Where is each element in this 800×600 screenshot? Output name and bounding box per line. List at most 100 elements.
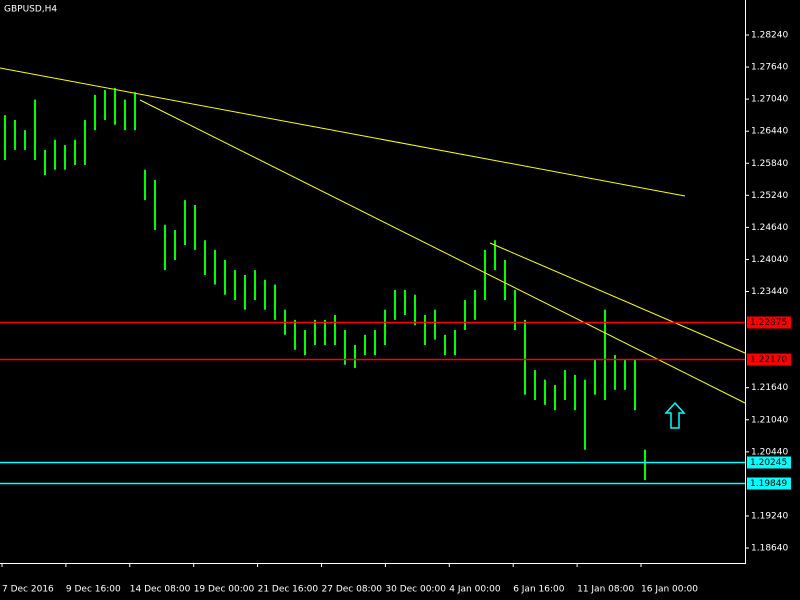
x-tick-label: 14 Dec 08:00 <box>130 585 191 595</box>
price-bar <box>614 355 616 390</box>
price-bar <box>154 179 156 231</box>
level-tag <box>747 456 791 469</box>
x-tick-label: 16 Jan 00:00 <box>641 585 698 595</box>
price-bar <box>524 319 526 395</box>
price-bar <box>334 315 336 345</box>
price-bar <box>224 259 226 295</box>
plot <box>4 87 646 481</box>
price-bar <box>634 359 636 411</box>
price-bar <box>14 119 16 150</box>
y-tick-label: 1.25240 <box>751 191 788 201</box>
x-tick-label: 27 Dec 08:00 <box>322 585 383 595</box>
price-bar <box>164 224 166 271</box>
x-tick-label: 4 Jan 00:00 <box>449 585 501 595</box>
price-bar <box>374 329 376 356</box>
y-tick-label: 1.27040 <box>751 95 788 105</box>
price-bar <box>84 119 86 165</box>
price-bar <box>74 139 76 165</box>
y-tick-label: 1.21040 <box>751 415 788 425</box>
y-tick-label: 1.19240 <box>751 511 788 521</box>
x-tick-label: 9 Dec 16:00 <box>66 585 121 595</box>
level-tag <box>747 316 791 329</box>
level-label: 1.20245 <box>750 458 787 468</box>
buy-arrow <box>664 401 686 429</box>
price-bar <box>594 359 596 395</box>
price-bar <box>314 319 316 345</box>
y-tick-label: 1.26440 <box>751 127 788 137</box>
price-bar <box>474 289 476 320</box>
level-tag <box>747 477 791 490</box>
y-tick-label: 1.20440 <box>751 447 788 457</box>
level-tag <box>747 353 791 366</box>
trend-line <box>489 242 746 354</box>
x-tick-label: 7 Dec 2016 <box>2 585 54 595</box>
y-tick-label: 1.27640 <box>751 63 788 73</box>
price-bar <box>564 370 566 401</box>
trend-line <box>139 99 746 404</box>
x-tick-label: 30 Dec 00:00 <box>385 585 446 595</box>
price-bar <box>624 359 626 390</box>
price-bar <box>354 344 356 368</box>
price-bar <box>484 249 486 301</box>
price-bar <box>104 90 106 120</box>
x-tick-label: 11 Jan 08:00 <box>577 585 634 595</box>
x-tick-label: 19 Dec 00:00 <box>194 585 255 595</box>
price-bar <box>534 370 536 401</box>
level-label: 1.22170 <box>750 355 787 365</box>
price-bar <box>324 319 326 345</box>
price-bar <box>234 270 236 301</box>
price-bar <box>214 249 216 285</box>
price-bar <box>194 204 196 250</box>
price-bar <box>264 279 266 310</box>
price-bar <box>184 200 186 246</box>
price-bar <box>404 289 406 316</box>
price-bar <box>124 99 126 131</box>
price-bar <box>254 270 256 301</box>
price-bar <box>584 379 586 450</box>
price-bar <box>174 230 176 260</box>
price-bar <box>274 284 276 320</box>
y-tick-label: 1.28240 <box>751 31 788 41</box>
chart-title: GBPUSD,H4 <box>4 5 57 15</box>
x-tick-label: 21 Dec 16:00 <box>258 585 319 595</box>
price-bar <box>644 449 646 481</box>
price-bar <box>54 139 56 170</box>
price-bar <box>344 329 346 365</box>
price-bar <box>444 334 446 356</box>
price-bar <box>204 240 206 275</box>
level-label: 1.22875 <box>750 318 787 328</box>
price-bar <box>514 289 516 330</box>
price-bar <box>294 319 296 350</box>
price-bar <box>134 92 136 131</box>
price-bar <box>464 300 466 330</box>
price-bar <box>244 274 246 310</box>
price-bar <box>414 294 416 326</box>
y-tick-label: 1.21640 <box>751 383 788 393</box>
price-bar <box>4 115 6 161</box>
price-bar <box>454 329 456 356</box>
y-tick-label: 1.24040 <box>751 255 788 265</box>
price-bar <box>304 329 306 356</box>
price-bar <box>544 379 546 405</box>
price-bar <box>604 309 606 401</box>
y-tick-label: 1.18640 <box>751 544 788 554</box>
price-bar <box>114 87 116 125</box>
price-bar <box>494 240 496 271</box>
price-bar <box>44 149 46 176</box>
price-bar <box>554 385 556 411</box>
price-bar <box>364 334 366 356</box>
price-bar <box>64 145 66 170</box>
price-bar <box>394 289 396 320</box>
price-bar <box>424 315 426 345</box>
y-tick-label: 1.24640 <box>751 223 788 233</box>
trend-line <box>0 67 686 197</box>
price-bar <box>504 259 506 301</box>
price-bar <box>574 374 576 411</box>
price-bar <box>94 94 96 131</box>
x-tick-label: 6 Jan 16:00 <box>513 585 565 595</box>
price-bar <box>384 309 386 345</box>
price-bar <box>144 169 146 201</box>
price-bar <box>434 309 436 340</box>
